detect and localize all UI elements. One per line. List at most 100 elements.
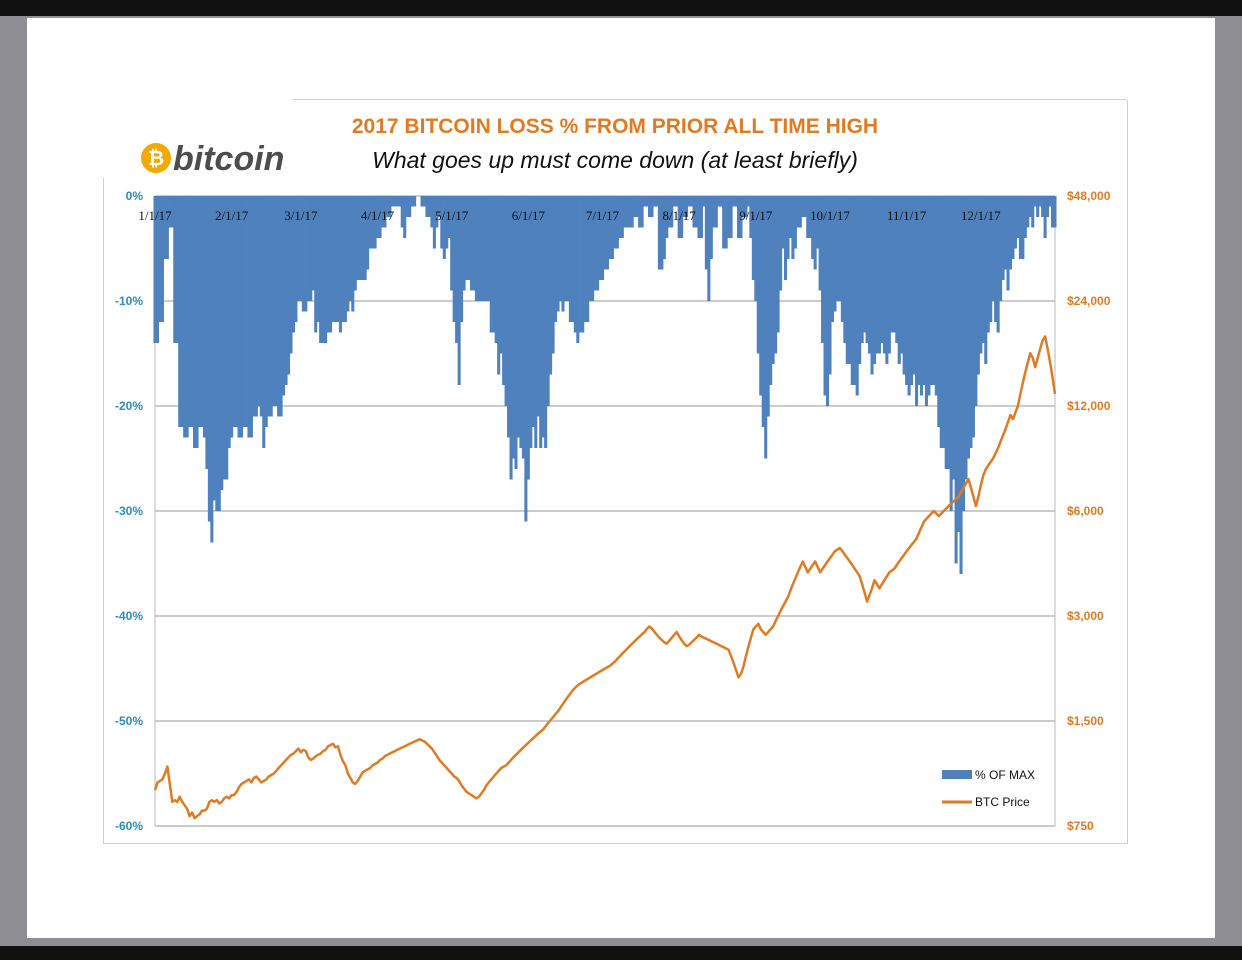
loss-bar xyxy=(474,196,478,301)
loss-bar xyxy=(882,196,886,354)
loss-bar xyxy=(647,196,652,217)
loss-bar xyxy=(1053,196,1057,228)
loss-bar xyxy=(754,196,758,301)
loss-bar xyxy=(425,196,429,217)
loss-bar xyxy=(371,196,375,249)
loss-bar xyxy=(628,196,632,228)
loss-bar xyxy=(573,196,577,333)
loss-bar xyxy=(460,196,464,322)
loss-bar xyxy=(363,196,367,280)
loss-bar xyxy=(447,196,451,238)
loss-bar xyxy=(652,196,656,207)
loss-bar xyxy=(578,196,582,333)
x-tick-label: 3/1/17 xyxy=(284,208,318,223)
loss-bar xyxy=(796,196,800,228)
loss-bar xyxy=(969,196,973,448)
loss-bar xyxy=(769,196,773,385)
loss-bar xyxy=(833,196,837,312)
loss-bar xyxy=(749,196,753,238)
loss-bar xyxy=(467,196,471,280)
loss-bar xyxy=(806,196,810,238)
loss-bar xyxy=(680,196,684,238)
loss-bar xyxy=(366,196,370,270)
loss-bar xyxy=(422,196,427,207)
loss-bar xyxy=(306,196,310,301)
loss-bar xyxy=(435,196,439,228)
loss-bar xyxy=(905,196,909,385)
loss-bar xyxy=(445,196,449,249)
loss-bar xyxy=(937,196,941,427)
loss-bar xyxy=(863,196,867,333)
loss-bar xyxy=(999,196,1003,301)
loss-bar xyxy=(751,196,755,280)
loss-bar xyxy=(571,196,575,322)
loss-bar xyxy=(704,196,708,270)
loss-bar xyxy=(526,196,530,480)
x-tick-label: 11/1/17 xyxy=(887,208,927,223)
loss-bar xyxy=(207,196,211,522)
loss-bar xyxy=(868,196,872,354)
loss-bar xyxy=(257,196,261,406)
loss-bar xyxy=(205,196,209,469)
loss-bar xyxy=(746,196,750,207)
loss-bar xyxy=(734,196,738,207)
loss-bar xyxy=(593,196,597,291)
loss-bar xyxy=(598,196,602,280)
loss-bar xyxy=(356,196,360,280)
loss-bar xyxy=(175,196,179,343)
loss-bar xyxy=(591,196,595,301)
loss-bar xyxy=(556,196,560,312)
loss-bar xyxy=(855,196,859,396)
chart-frame-top xyxy=(293,99,1127,100)
chart-frame-left xyxy=(103,178,104,843)
loss-bar xyxy=(173,196,177,343)
loss-bar xyxy=(230,196,234,438)
loss-bar xyxy=(1031,196,1035,228)
loss-bar xyxy=(398,196,402,207)
loss-bar xyxy=(781,196,785,249)
loss-bar xyxy=(393,196,397,207)
loss-bar xyxy=(286,196,291,375)
loss-bar xyxy=(870,196,874,375)
loss-bar xyxy=(163,196,167,259)
right-axis-tick-label: $12,000 xyxy=(1067,399,1111,413)
x-tick-label: 9/1/17 xyxy=(739,208,773,223)
loss-bar xyxy=(314,196,318,333)
loss-bar xyxy=(1004,196,1008,270)
loss-bar xyxy=(605,196,610,270)
chart-title: 2017 BITCOIN LOSS % FROM PRIOR ALL TIME … xyxy=(351,115,879,138)
loss-bar xyxy=(996,196,1000,333)
loss-bar xyxy=(989,196,993,322)
loss-bar xyxy=(155,196,160,343)
loss-bar xyxy=(400,196,404,228)
loss-bar xyxy=(1043,196,1047,238)
loss-bar xyxy=(455,196,459,343)
loss-bar xyxy=(984,196,988,364)
btc-price-line xyxy=(153,335,1057,820)
loss-bar xyxy=(939,196,943,448)
loss-bar xyxy=(321,196,325,343)
loss-bar xyxy=(633,196,637,217)
loss-bar xyxy=(717,196,721,207)
loss-bar xyxy=(927,196,931,396)
loss-bar xyxy=(341,196,345,322)
loss-bar xyxy=(615,196,619,249)
right-axis-tick-label: $750 xyxy=(1067,819,1094,833)
x-tick-label: 7/1/17 xyxy=(586,208,620,223)
loss-bar xyxy=(521,196,525,459)
loss-bar xyxy=(625,196,629,228)
line-series xyxy=(153,335,1057,820)
loss-bar xyxy=(210,196,214,543)
loss-bar xyxy=(875,196,879,354)
loss-bar xyxy=(761,196,765,427)
loss-bar xyxy=(816,196,820,249)
loss-bar xyxy=(1026,196,1030,228)
loss-bar xyxy=(872,196,877,364)
chart-subtitle: What goes up must come down (at least br… xyxy=(372,147,858,173)
loss-bar xyxy=(408,196,412,217)
loss-bar xyxy=(534,196,538,448)
loss-bar xyxy=(764,196,768,459)
loss-bar xyxy=(178,196,182,427)
loss-bar xyxy=(558,196,563,301)
bitcoin-coin-icon xyxy=(141,143,171,173)
